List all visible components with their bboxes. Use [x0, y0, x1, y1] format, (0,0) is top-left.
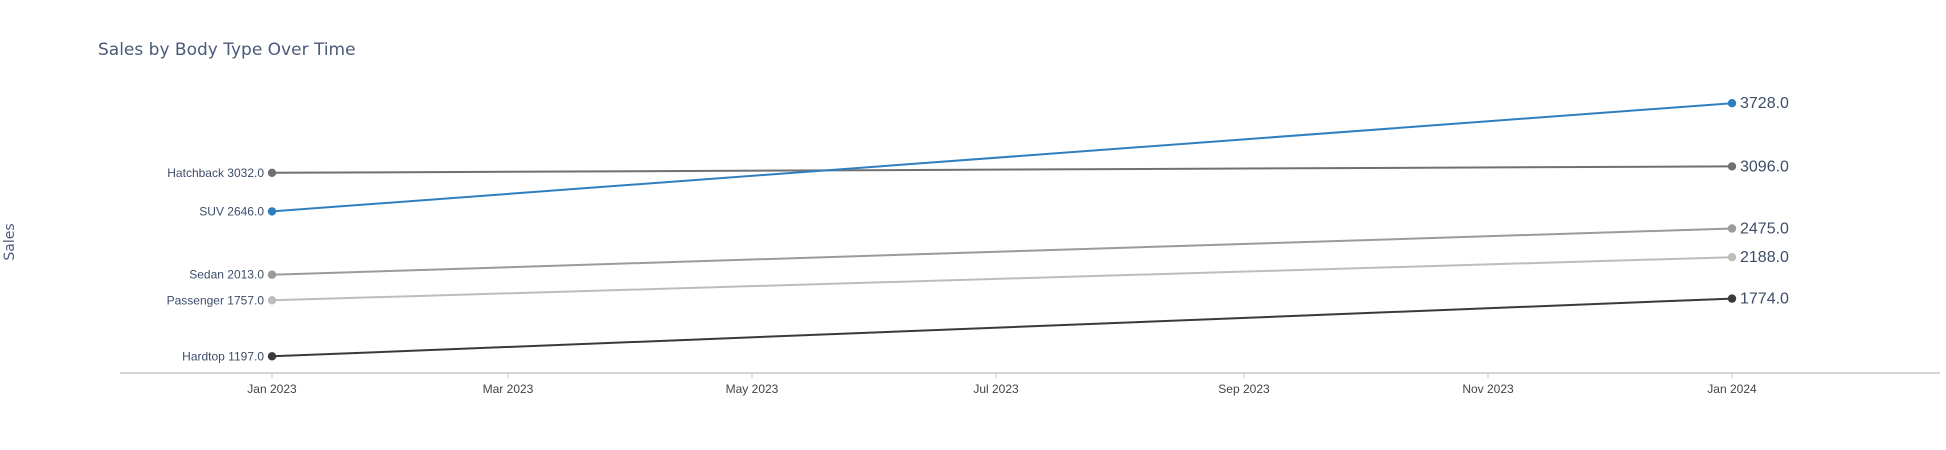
data-point-passenger	[1727, 253, 1737, 262]
data-point-hatchback	[267, 168, 277, 177]
x-tick-label: Sep 2023	[1218, 382, 1270, 396]
end-label-hardtop: 1774.0	[1740, 291, 1789, 308]
series-line-passenger	[271, 256, 1733, 302]
end-label-passenger: 2188.0	[1740, 249, 1789, 266]
series-passenger: Passenger 1757.0 2188.0	[167, 249, 1789, 307]
data-point-suv	[267, 207, 277, 216]
series-sedan: Sedan 2013.0 2475.0	[189, 221, 1789, 282]
chart-title: Sales by Body Type Over Time	[98, 40, 356, 60]
y-axis-label: Sales	[2, 223, 18, 260]
end-label-hatchback: 3096.0	[1740, 158, 1789, 175]
start-label-passenger: Passenger 1757.0	[167, 293, 265, 307]
x-tick-label: Jan 2023	[247, 382, 297, 396]
end-label-sedan: 2475.0	[1740, 221, 1789, 238]
series-hatchback: Hatchback 3032.0 3096.0	[167, 158, 1789, 179]
series-line-hardtop	[271, 297, 1733, 358]
end-label-suv: 3728.0	[1740, 95, 1789, 112]
series-suv: SUV 2646.0 3728.0	[199, 95, 1789, 218]
x-tick-label: Jul 2023	[973, 382, 1019, 396]
start-label-sedan: Sedan 2013.0	[189, 268, 264, 282]
series-line-hatchback	[271, 165, 1733, 174]
data-point-sedan	[1727, 224, 1737, 233]
data-point-suv	[1727, 99, 1737, 108]
x-tick-label: May 2023	[726, 382, 779, 396]
data-point-sedan	[267, 270, 277, 279]
x-tick-label: Nov 2023	[1462, 382, 1514, 396]
data-point-hatchback	[1727, 162, 1737, 171]
x-axis-ticks: Jan 2023 Mar 2023 May 2023 Jul 2023 Sep 2023…	[247, 373, 1757, 396]
series-line-suv	[271, 102, 1733, 213]
start-label-hardtop: Hardtop 1197.0	[182, 349, 264, 363]
start-label-suv: SUV 2646.0	[199, 204, 264, 218]
start-label-hatchback: Hatchback 3032.0	[167, 166, 264, 180]
series-line-sedan	[271, 227, 1733, 276]
data-point-passenger	[267, 296, 277, 305]
series-group: Hatchback 3032.0 3096.0 SUV 2646.0 3728.0 Se…	[167, 95, 1789, 363]
x-tick-label: Jan 2024	[1707, 382, 1757, 396]
data-point-hardtop	[1727, 294, 1737, 303]
series-hardtop: Hardtop 1197.0 1774.0	[182, 291, 1789, 364]
x-tick-label: Mar 2023	[483, 382, 534, 396]
data-point-hardtop	[267, 352, 277, 361]
